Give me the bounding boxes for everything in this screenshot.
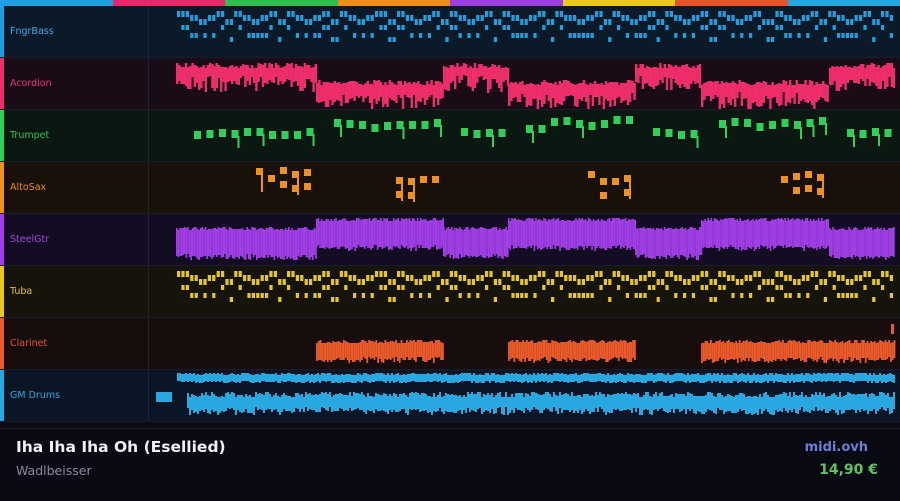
track-separator	[0, 421, 900, 422]
track-clarinet[interactable]: Clarinet	[0, 318, 900, 370]
piano-roll-tracks: FngrBass Acordion Trumpet AltoSax SteelG…	[0, 6, 900, 422]
track-trumpet[interactable]: Trumpet	[0, 110, 900, 162]
track-fngrbass[interactable]: FngrBass	[0, 6, 900, 58]
track-label: SteelGtr	[10, 234, 50, 245]
track-accent	[0, 370, 4, 422]
track-notes	[194, 116, 892, 148]
track-separator	[0, 265, 900, 266]
track-accent	[0, 110, 4, 162]
track-label: Acordion	[10, 78, 52, 89]
track-label: AltoSax	[10, 182, 47, 193]
track-divider	[148, 214, 149, 266]
track-separator	[0, 369, 900, 370]
track-label: Tuba	[10, 286, 33, 297]
track-notes	[176, 63, 896, 110]
track-label: GM Drums	[10, 390, 61, 401]
track-accent	[0, 214, 4, 266]
track-notes	[316, 324, 896, 363]
track-separator	[0, 57, 900, 58]
track-divider	[148, 110, 149, 162]
track-tuba[interactable]: Tuba	[0, 266, 900, 318]
track-notes	[177, 11, 893, 42]
track-notes	[176, 218, 895, 260]
site-name-link[interactable]: midi.ovh	[804, 440, 868, 455]
track-label: FngrBass	[10, 26, 54, 37]
track-accent	[0, 266, 4, 318]
track-notes	[156, 373, 895, 415]
color-strip	[0, 0, 900, 6]
track-separator	[0, 161, 900, 162]
track-altosax[interactable]: AltoSax	[0, 162, 900, 214]
track-label: Trumpet	[10, 130, 50, 141]
track-accent	[0, 6, 4, 58]
track-divider	[148, 266, 149, 318]
song-title: Iha Iha Iha Oh (Esellied)	[16, 438, 226, 456]
track-accent	[0, 318, 4, 370]
song-info-footer: Iha Iha Iha Oh (Esellied) Wadlbeisser mi…	[0, 428, 900, 501]
track-divider	[148, 6, 149, 58]
song-artist: Wadlbeisser	[16, 463, 92, 478]
track-separator	[0, 317, 900, 318]
price-label: 14,90 €	[819, 462, 878, 478]
track-label: Clarinet	[10, 338, 48, 349]
track-steelgtr[interactable]: SteelGtr	[0, 214, 900, 266]
track-notes	[177, 271, 893, 302]
track-separator	[0, 213, 900, 214]
track-acordion[interactable]: Acordion	[0, 58, 900, 110]
track-divider	[148, 318, 149, 370]
track-accent	[0, 162, 4, 214]
track-gm-drums[interactable]: GM Drums	[0, 370, 900, 422]
track-separator	[0, 109, 900, 110]
track-accent	[0, 58, 4, 110]
track-divider	[148, 58, 149, 110]
track-divider	[148, 162, 149, 214]
track-notes	[256, 167, 824, 202]
track-divider	[148, 370, 149, 422]
